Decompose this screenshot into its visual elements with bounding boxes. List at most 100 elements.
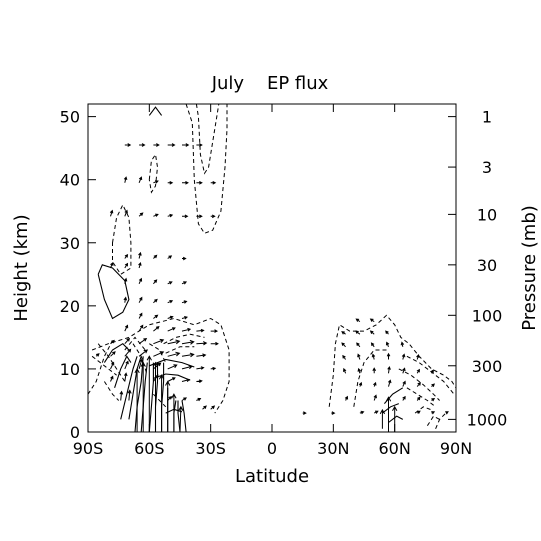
flux-arrow [196,366,205,370]
flux-arrow [140,361,146,432]
flux-arrow [167,395,173,401]
flux-arrow [138,277,143,285]
x-tick-label: 90S [73,439,104,458]
flux-arrow [210,341,219,346]
contour-dashed [426,415,440,426]
contour-solid [181,400,187,433]
contour-dashed [165,346,195,354]
flux-arrow [124,337,130,345]
flux-arrow [138,349,149,357]
pressure-tick-labels: 1 3 10 30 100 300 1000 [467,108,508,430]
flux-arrow [181,365,193,370]
pressure-tick-label: 1000 [467,410,508,429]
flux-arrow [445,411,449,415]
flux-arrow [124,262,129,269]
flux-arrow [181,397,187,401]
pressure-tick-label: 3 [482,158,492,177]
flux-arrow [124,143,132,147]
flux-arrow [153,351,165,357]
contour-solid [177,400,181,433]
flux-arrow [124,324,129,332]
flux-arrow [431,411,436,415]
flux-arrow [182,143,190,147]
flux-arrow [356,342,361,348]
flux-arrow [196,328,205,333]
flux-arrow [110,339,115,345]
flux-arrow [355,318,361,323]
flux-arrow [431,383,435,387]
y-tick-label: 50 [60,108,80,127]
flux-arrow [370,342,375,348]
flux-arrow [138,212,144,217]
flux-arrow [167,339,181,345]
flux-arrow [110,351,116,357]
flux-arrow [387,365,391,374]
contour-dashed [112,203,132,275]
flux-arrow [167,300,174,304]
flux-arrow [357,367,361,374]
x-tick-label: 60S [134,439,165,458]
flux-arrow [373,410,379,414]
flux-arrow [181,316,189,320]
flux-arrow [123,277,128,284]
flux-arrow [385,341,390,347]
flux-arrow [416,368,420,374]
flux-arrow [210,329,219,333]
flux-arrow [355,330,361,335]
flux-arrow [138,358,144,370]
contour-solid [149,358,195,368]
flux-arrow [416,396,421,401]
flux-arrow [124,209,128,217]
flux-arrow [359,410,365,415]
flux-arrow [402,380,406,387]
contour-solid [148,362,154,433]
flux-arrow [369,318,375,323]
flux-arrow [158,374,165,432]
flux-arrow [138,176,143,183]
flux-arrow [431,398,436,402]
contour-dashed [435,412,447,429]
flux-arrow [181,327,192,332]
flux-arrow [138,262,142,269]
flux-arrow [402,395,406,401]
contour-dashed [91,317,230,414]
y-tick-label: 0 [70,423,80,442]
flux-arrow [134,367,140,432]
contour-solid [120,356,138,420]
y-tick-label: 20 [60,297,80,316]
flux-arrow [373,381,377,387]
flux-arrow [138,324,144,332]
flux-arrow [167,143,176,147]
flux-arrow [123,176,128,183]
flux-arrow [416,382,421,387]
flux-arrow [138,337,148,345]
flux-arrow [358,381,363,387]
contour-dashed [124,336,146,351]
flux-arrow [146,355,152,432]
flux-arrow [124,253,129,259]
flux-arrow [181,300,188,304]
pressure-tick-label: 1 [482,108,492,127]
flux-arrow [153,279,158,285]
chart-title: July EP flux [211,73,329,94]
flux-arrow [167,281,173,285]
contour-dashed [414,406,432,414]
flux-arrow [167,315,174,320]
contour-dashed [406,387,436,408]
flux-arrow [152,361,159,432]
flux-arrow [182,256,187,261]
contour-dashed [163,333,205,345]
y-tick-labels: 0 10 20 30 40 50 [60,108,80,442]
flux-arrow [119,390,124,401]
flux-arrow [371,353,376,360]
contour-solid [383,387,404,404]
contour-dashed [328,314,457,407]
flux-arrow [341,342,346,348]
pressure-tick-label: 300 [472,357,503,376]
flux-arrow [167,377,176,382]
contour-dashed [406,355,455,395]
flux-arrow [167,255,173,259]
flux-arrow [341,331,346,335]
flux-arrow [342,354,347,360]
